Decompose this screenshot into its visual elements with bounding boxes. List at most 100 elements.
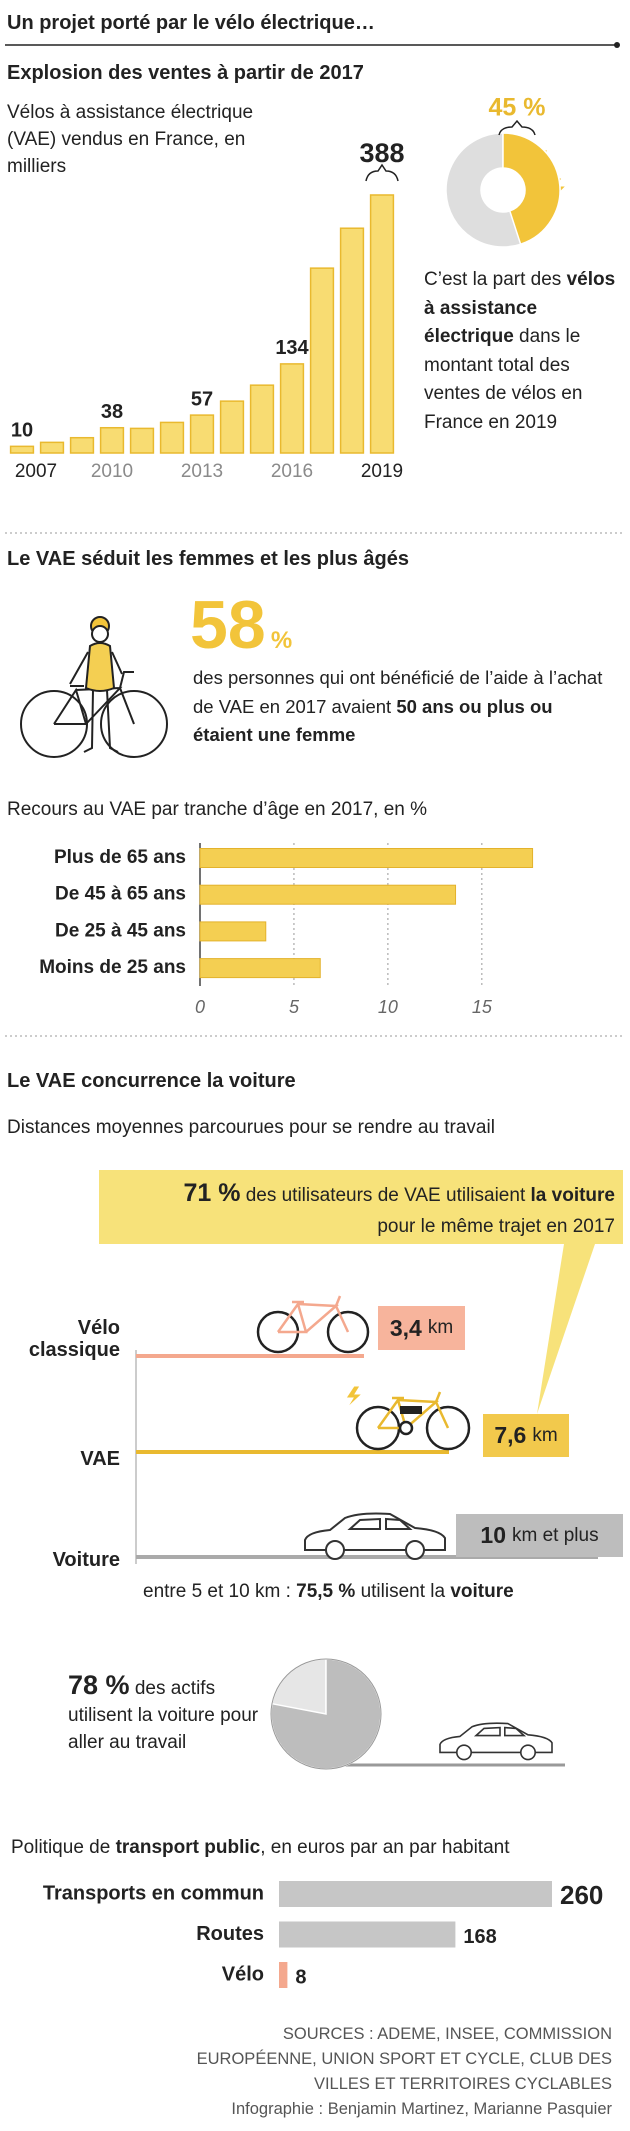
woman-bike-illustration-part xyxy=(53,671,135,725)
car-icon-part xyxy=(439,1722,553,1754)
distance-unit: km et plus xyxy=(512,1524,599,1546)
bar xyxy=(279,1881,552,1907)
category-label: De 25 à 45 ans xyxy=(55,920,186,941)
distance-value: 10 xyxy=(480,1522,506,1548)
woman-bike-illustration-part xyxy=(91,625,109,643)
value-label: 8 xyxy=(295,1966,306,1988)
callout-emphasis: la voiture xyxy=(530,1185,615,1206)
woman-bike-illustration-part xyxy=(83,689,119,753)
stat-text-part: des personnes qui ont bénéficié de l’aid… xyxy=(193,667,603,717)
note-part: entre 5 et 10 km : xyxy=(143,1581,291,1602)
woman-bike-illustration xyxy=(20,616,168,758)
distance-box: 7,6 km xyxy=(483,1414,569,1457)
callout-value: 71 % xyxy=(183,1179,241,1207)
section-title: Explosion des ventes à partir de 2017 xyxy=(7,62,364,84)
callout-text: 71 % des utilisateurs de VAE utilisaient… xyxy=(183,1178,615,1242)
bar xyxy=(199,958,321,979)
note-emphasis: voiture xyxy=(450,1581,514,1602)
chart-title: Politique de transport public, en euros … xyxy=(11,1834,510,1861)
ebike-icon-part xyxy=(345,1385,364,1409)
value-label: 388 xyxy=(359,138,404,168)
bar xyxy=(279,1921,456,1948)
woman-bike-illustration-part xyxy=(100,690,168,758)
label-bracket xyxy=(365,163,399,182)
ebike-icon-part xyxy=(398,1420,414,1436)
title-part: Politique de xyxy=(11,1837,111,1858)
x-tick-label: 0 xyxy=(195,997,205,1017)
category-label: De 45 à 65 ans xyxy=(55,884,186,905)
stat-text: des personnes qui ont bénéficié de l’aid… xyxy=(193,664,613,750)
x-tick-label: 15 xyxy=(472,997,493,1017)
distance-unit: km xyxy=(427,1317,454,1338)
x-tick-label: 5 xyxy=(289,997,300,1017)
bar xyxy=(339,227,365,454)
x-tick-label: 2019 xyxy=(361,461,403,482)
bike-icon-part xyxy=(276,1295,350,1334)
x-tick-label: 2013 xyxy=(181,461,223,482)
category-label: Vélo xyxy=(222,1963,264,1985)
car-icon xyxy=(439,1722,553,1761)
caption-text: des actifs utilisent la voiture pour all… xyxy=(68,1678,259,1753)
car-icon-part xyxy=(520,1744,537,1761)
car-icon-part xyxy=(347,1517,413,1530)
bar xyxy=(309,267,335,454)
value-label: 134 xyxy=(275,337,309,359)
label-bracket xyxy=(498,119,536,136)
row-label: Voiture xyxy=(52,1549,120,1571)
car-icon-part xyxy=(456,1744,473,1761)
category-label: Moins de 25 ans xyxy=(39,957,186,978)
pie-value-label: 78 % xyxy=(68,1670,130,1700)
car-icon-part xyxy=(405,1540,425,1560)
section-subtitle: Distances moyennes parcourues pour se re… xyxy=(7,1117,495,1138)
bike-icon xyxy=(256,1295,370,1354)
value-label: 10 xyxy=(11,420,33,442)
stat-unit: % xyxy=(270,627,293,654)
title-emphasis: transport public xyxy=(115,1837,261,1858)
bar xyxy=(39,441,65,454)
chart-subtitle: Vélos à assistance électrique (VAE) vend… xyxy=(7,102,254,177)
bar xyxy=(279,1962,288,1988)
bar xyxy=(69,436,95,454)
note-part: utilisent la xyxy=(360,1581,446,1602)
x-tick-label: 2007 xyxy=(15,461,57,482)
big-stat: 58 % xyxy=(190,590,292,678)
distance-box: 3,4 km xyxy=(378,1306,465,1350)
distance-unit: km xyxy=(532,1424,558,1446)
category-label: Transports en commun xyxy=(43,1882,264,1904)
callout-tail xyxy=(537,1244,595,1414)
caption-text: C’est la part des xyxy=(424,269,562,290)
pie-caption: 78 % des actifs utilisent la voiture pou… xyxy=(68,1672,283,1756)
x-tick-label: 10 xyxy=(378,997,398,1017)
bar xyxy=(369,194,395,454)
car-icon-part xyxy=(473,1726,527,1737)
pie-caption: C’est la part des vélos à assistance éle… xyxy=(424,266,629,437)
bar xyxy=(249,384,275,454)
credits: Infographie : Benjamin Martinez, Mariann… xyxy=(231,2100,612,2118)
bar xyxy=(9,445,35,454)
bar xyxy=(99,426,125,454)
value-label: 38 xyxy=(101,401,123,423)
bar xyxy=(129,427,155,454)
bar xyxy=(189,414,215,454)
section-title: Le VAE concurrence la voiture xyxy=(7,1070,296,1092)
woman-bike-illustration-part xyxy=(69,651,123,685)
stat-value: 58 xyxy=(190,587,266,663)
sources-text: SOURCES : ADEME, INSEE, COMMISSION EUROP… xyxy=(196,2025,612,2093)
callout-part: des utilisateurs de VAE utilisaient xyxy=(245,1185,526,1206)
callout-box xyxy=(99,1170,623,1244)
ebike-icon-part xyxy=(400,1406,422,1414)
caption-emphasis: vélos à assistance électrique xyxy=(424,269,616,347)
caption-text: dans le montant total des ventes de vélo… xyxy=(424,326,583,433)
bar xyxy=(199,848,534,868)
section-title: Le VAE séduit les femmes et les plus âgé… xyxy=(7,548,410,570)
bar xyxy=(219,400,245,454)
bar xyxy=(159,421,185,454)
sources: SOURCES : ADEME, INSEE, COMMISSION EUROP… xyxy=(172,2022,612,2122)
bar xyxy=(199,921,267,942)
stat-emphasis: 50 ans ou plus ou étaient une femme xyxy=(193,695,553,746)
header-dot xyxy=(614,42,620,48)
